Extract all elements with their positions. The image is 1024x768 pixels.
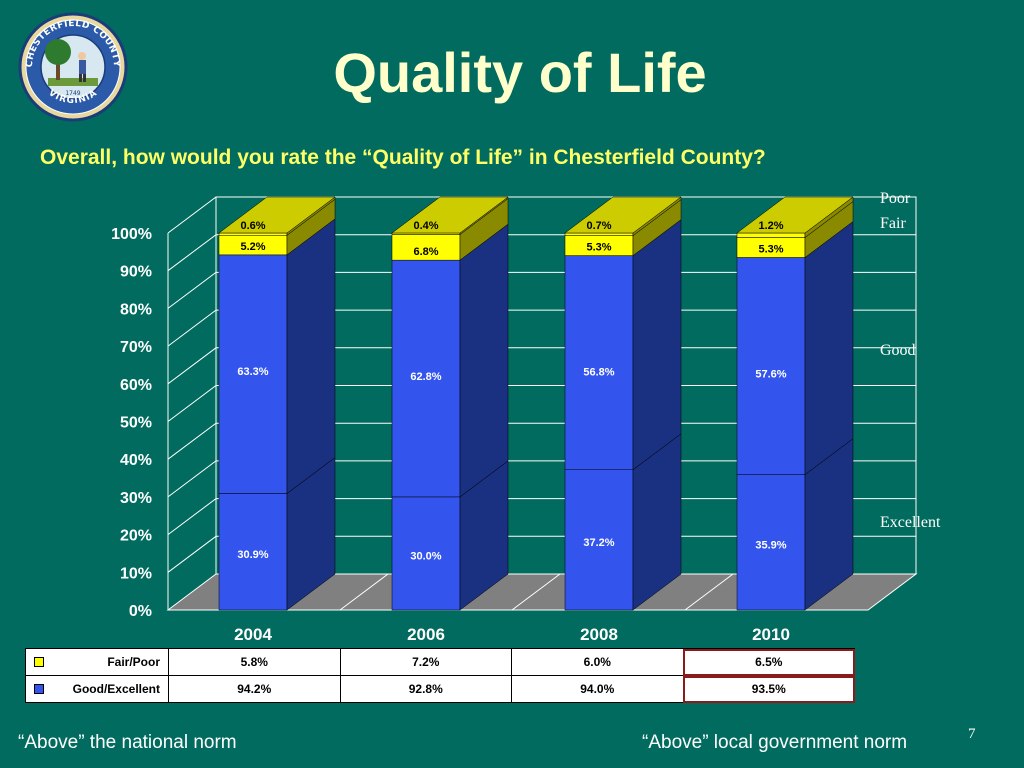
gridline (167, 271, 916, 309)
page-title: Quality of Life (333, 41, 707, 104)
x-tick-label: 2006 (407, 625, 445, 644)
table-cell-highlighted: 93.5% (682, 675, 855, 703)
data-label-fair: 6.8% (413, 246, 438, 258)
floor-divider (684, 573, 734, 611)
survey-question: Overall, how would you rate the “Quality… (40, 146, 766, 169)
summary-table: Fair/Poor 5.8% 7.2% 6.0% 6.5% Good/Excel… (25, 648, 855, 703)
data-label-excellent: 37.2% (583, 537, 614, 549)
bar-segment-good (564, 255, 634, 471)
table-cell: 92.8% (339, 675, 512, 703)
y-tick-label: 50% (120, 415, 152, 432)
data-label-poor: 0.4% (413, 220, 438, 232)
data-label-excellent: 35.9% (755, 539, 786, 551)
table-row: Fair/Poor 5.8% 7.2% 6.0% 6.5% (25, 648, 855, 676)
bar-side-good (459, 223, 509, 498)
bar-segment-poor (564, 232, 634, 236)
data-label-good: 57.6% (755, 369, 786, 381)
bar-segment-excellent (736, 474, 806, 611)
y-tick-label: 80% (120, 301, 152, 318)
table-cell: 94.0% (511, 675, 684, 703)
table-cell: 5.8% (168, 648, 341, 676)
y-tick-label: 20% (120, 528, 152, 545)
y-tick-label: 10% (120, 565, 152, 582)
y-tick-label: 90% (120, 264, 152, 281)
table-cell: 94.2% (168, 675, 341, 703)
legend-label-poor: Poor (880, 190, 911, 207)
legend-label-good: Good (880, 342, 916, 359)
y-tick-label: 30% (120, 490, 152, 507)
gridline (167, 385, 916, 422)
county-seal-logo: CHESTERFIELD COUNTY VIRGINIA 1749 (18, 12, 128, 122)
y-tick-label: 70% (120, 339, 152, 356)
gridline (167, 535, 916, 573)
table-cell: 7.2% (339, 648, 512, 676)
fair-poor-swatch (34, 657, 44, 667)
bar-segment-good (391, 259, 461, 498)
data-label-fair: 5.2% (240, 241, 265, 253)
y-tick-label: 100% (111, 226, 152, 243)
y-tick-label: 0% (129, 603, 152, 620)
data-label-fair: 5.3% (586, 242, 611, 254)
data-label-poor: 0.6% (240, 220, 265, 232)
page-number: 7 (968, 726, 976, 742)
data-label-good: 56.8% (583, 367, 614, 379)
bar-segment-excellent (218, 493, 288, 611)
bar-top (564, 196, 682, 234)
bar-top (218, 196, 336, 234)
bar-side-good (286, 218, 336, 495)
gridline (167, 498, 916, 535)
bar-side-good (804, 221, 854, 476)
bar-top (736, 196, 854, 234)
gridline (167, 309, 916, 347)
bar-segment-excellent (391, 496, 461, 611)
good-excellent-swatch (34, 684, 44, 694)
gridline (167, 422, 916, 460)
footer-right-note: “Above” local government norm (642, 732, 908, 753)
bar-segment-good (218, 254, 288, 494)
x-tick-label: 2004 (234, 625, 272, 644)
data-label-fair: 5.3% (758, 244, 783, 256)
legend-label-excellent: Excellent (880, 514, 941, 531)
bar-segment-excellent (564, 469, 634, 611)
bar-segment-fair (391, 234, 461, 261)
data-label-poor: 0.7% (586, 220, 611, 232)
bar-side-good (632, 219, 682, 471)
data-label-poor: 1.2% (758, 220, 783, 232)
table-cell: 6.0% (511, 648, 684, 676)
gridline (167, 196, 916, 234)
y-tick-label: 40% (120, 452, 152, 469)
table-row: Good/Excellent 94.2% 92.8% 94.0% 93.5% (25, 675, 855, 703)
y-tick-label: 60% (120, 377, 152, 394)
row-label: Good/Excellent (25, 675, 169, 703)
data-label-excellent: 30.0% (410, 550, 441, 562)
footer-left-note: “Above” the national norm (18, 732, 237, 753)
x-tick-label: 2010 (752, 625, 790, 644)
bar-segment-poor (736, 232, 806, 238)
floor-divider (339, 573, 389, 611)
row-label: Fair/Poor (25, 648, 169, 676)
gridline (167, 460, 916, 498)
seal-year: 1749 (65, 90, 80, 97)
gridline (167, 234, 916, 272)
data-label-good: 62.8% (410, 371, 441, 383)
data-label-excellent: 30.9% (237, 549, 268, 561)
bar-segment-poor (218, 232, 288, 236)
table-cell-highlighted: 6.5% (682, 648, 855, 676)
gridline (167, 347, 916, 385)
bar-top (391, 196, 509, 234)
data-label-good: 63.3% (237, 366, 268, 378)
floor-divider (511, 573, 561, 611)
bar-segment-good (736, 257, 806, 475)
x-tick-label: 2008 (580, 625, 618, 644)
legend-label-fair: Fair (880, 215, 906, 232)
